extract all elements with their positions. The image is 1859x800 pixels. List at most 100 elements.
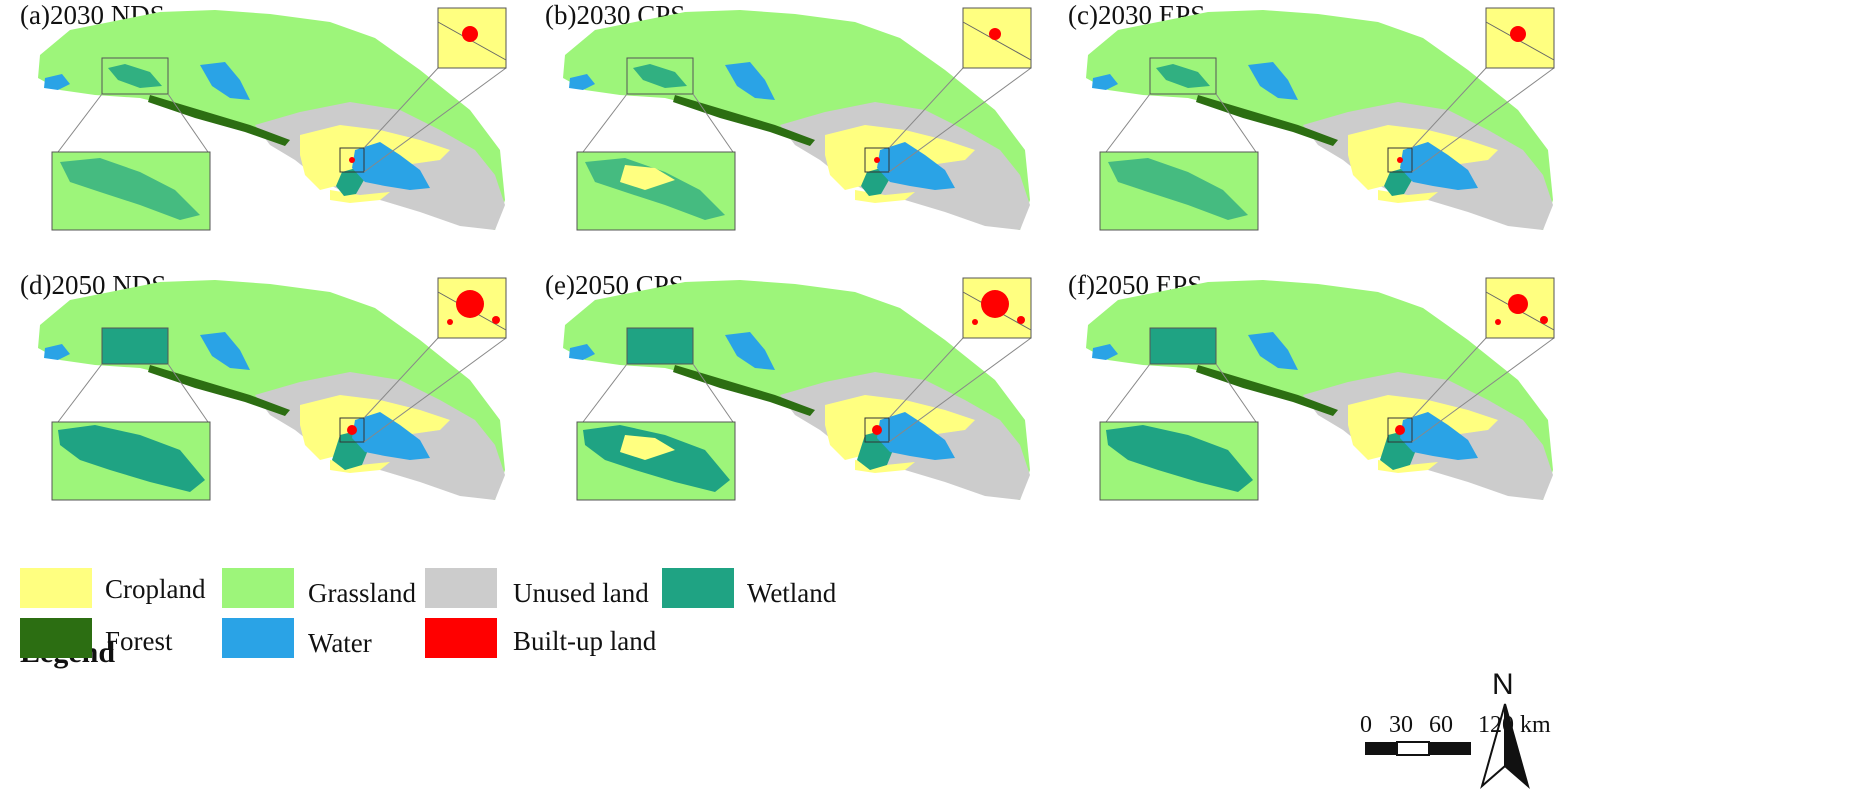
inset-connector-left — [582, 93, 628, 153]
mountain-water-1 — [1248, 62, 1298, 100]
city-builtup — [1397, 157, 1403, 163]
legend-swatch-water — [222, 618, 294, 658]
forest-strip — [1196, 95, 1338, 146]
map-panel-f: (f)2050 EPS — [1048, 270, 1648, 565]
city-connector-2 — [1411, 67, 1555, 173]
forest-strip — [1196, 365, 1338, 416]
legend-label-builtup: Built-up land — [513, 626, 657, 656]
wetland-inset — [51, 363, 211, 501]
legend-swatch-unused — [425, 568, 497, 608]
lake-water — [352, 412, 430, 460]
scale-tick-60: 60 — [1429, 712, 1453, 738]
city-connector-1 — [888, 67, 964, 149]
wetland-inset — [1099, 93, 1259, 231]
city-builtup — [1395, 425, 1405, 435]
forest-strip — [148, 95, 290, 146]
land-use-map-d — [38, 277, 507, 501]
wetland-inset — [576, 93, 736, 231]
land-use-map-c — [1086, 7, 1555, 231]
inset-connector-left — [57, 363, 103, 423]
mountain-water-1 — [1248, 332, 1298, 370]
inset-cropland-area — [620, 165, 675, 190]
lake-water — [877, 142, 955, 190]
city-inset — [363, 7, 507, 173]
inset-city-builtup — [456, 290, 484, 318]
city-connector-1 — [363, 337, 439, 419]
inset-city-builtup-3 — [1540, 316, 1548, 324]
map-panel-a: (a)2030 NDS — [0, 0, 600, 295]
wetland-source-patch — [1156, 64, 1210, 88]
city-source-box — [339, 147, 365, 173]
wetland-lake-margin — [336, 168, 364, 196]
forest-strip — [673, 95, 815, 146]
legend-swatch-cropland — [20, 568, 92, 608]
mountain-water-2 — [44, 74, 70, 90]
inset-connector-right — [692, 363, 734, 423]
city-source-box — [864, 147, 890, 173]
legend-swatch-forest — [20, 618, 92, 658]
inset-connector-right — [167, 363, 209, 423]
inset-cropland-area — [620, 435, 675, 460]
city-source-box — [864, 417, 890, 443]
scale-segment-2 — [1396, 741, 1430, 756]
inset-wetland-area — [1108, 158, 1248, 220]
inset-connector-right — [1215, 363, 1257, 423]
lake-water — [1400, 142, 1478, 190]
city-inset — [1411, 7, 1555, 173]
wetland-source-box — [101, 327, 169, 365]
city-builtup — [347, 425, 357, 435]
legend-label-water: Water — [308, 628, 372, 658]
legend-swatch-wetland — [662, 568, 734, 608]
wetland-lake-margin — [1384, 168, 1412, 196]
legend-swatch-grassland — [222, 568, 294, 608]
inset-wetland-area — [583, 425, 730, 492]
city-source-box — [1387, 417, 1413, 443]
scale-tick-0: 0 — [1360, 712, 1372, 738]
inset-connector-left — [1105, 93, 1151, 153]
city-source-box — [1387, 147, 1413, 173]
mountain-water-1 — [200, 332, 250, 370]
city-inset — [363, 277, 507, 443]
inset-wetland-area — [585, 158, 725, 220]
forest-strip — [148, 365, 290, 416]
inset-wetland-area — [60, 158, 200, 220]
wetland-inset — [576, 363, 736, 501]
lake-water — [1400, 412, 1478, 460]
wetland-inset — [1099, 363, 1259, 501]
lake-water — [877, 412, 955, 460]
lake-water — [352, 142, 430, 190]
city-connector-2 — [888, 337, 1032, 443]
north-arrow-right-half — [1504, 703, 1530, 789]
city-connector-1 — [363, 67, 439, 149]
north-arrow-icon: N — [1480, 668, 1530, 789]
mountain-water-2 — [1092, 74, 1118, 90]
map-panel-b: (b)2030 CPS — [525, 0, 1125, 295]
inset-wetland-area — [58, 425, 205, 492]
map-panel-d: (d)2050 NDS — [0, 270, 600, 565]
land-use-map-e — [563, 277, 1032, 501]
legend-label-grassland: Grassland — [308, 578, 416, 608]
wetland-source-patch — [633, 64, 687, 88]
inset-city-builtup — [981, 290, 1009, 318]
city-inset — [888, 7, 1032, 173]
scale-tick-30: 30 — [1389, 712, 1413, 738]
city-connector-2 — [1411, 337, 1555, 443]
legend-label-forest: Forest — [105, 626, 173, 656]
inset-city-builtup-2 — [447, 319, 453, 325]
legend-swatch-builtup — [425, 618, 497, 658]
land-use-map-a — [38, 7, 507, 231]
inset-city-builtup-2 — [1495, 319, 1501, 325]
inset-wetland-area — [1106, 425, 1253, 492]
wetland-inset — [51, 93, 211, 231]
land-use-map-f — [1086, 277, 1555, 501]
scale-segment-3 — [1429, 742, 1471, 755]
mountain-water-1 — [725, 62, 775, 100]
wetland-source-patch — [108, 64, 162, 88]
mountain-water-1 — [200, 62, 250, 100]
city-connector-2 — [363, 337, 507, 443]
scale-bar — [1365, 741, 1471, 756]
map-panel-e: (e)2050 CPS — [525, 270, 1125, 565]
city-connector-1 — [1411, 337, 1487, 419]
city-connector-1 — [888, 337, 964, 419]
city-builtup — [349, 157, 355, 163]
